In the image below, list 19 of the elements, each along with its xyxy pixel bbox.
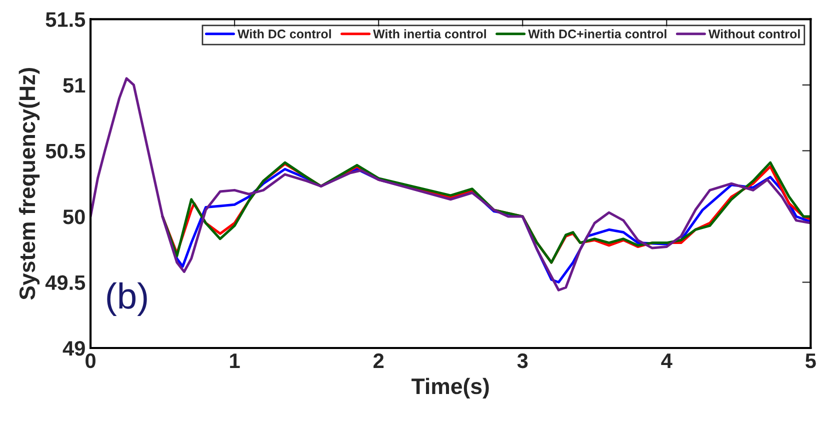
x-tick-label: 3 [517,353,528,368]
legend-label: With DC+inertia control [528,29,666,38]
x-tick-label: 2 [374,353,384,368]
annotation: (b) [107,282,147,316]
x-tick-label: 4 [661,354,672,368]
y-tick-label: 50 [63,209,85,224]
y-tick-label: 51.5 [46,12,86,27]
x-axis-title: Time(s) [412,378,489,399]
y-tick-label: 51 [63,78,86,93]
x-tick-label: 1 [230,354,240,368]
y-axis-title: System frequency(Hz) [18,68,40,300]
y-tick-label: 50.5 [46,144,86,158]
legend-label: Without control [708,29,800,38]
x-tick-label: 5 [806,354,816,368]
legend-label: With inertia control [373,29,486,38]
x-tick-label: 0 [86,353,96,368]
y-tick-label: 49 [62,341,85,356]
legend-label: With DC control [237,29,331,38]
y-tick-label: 49.5 [45,275,86,290]
